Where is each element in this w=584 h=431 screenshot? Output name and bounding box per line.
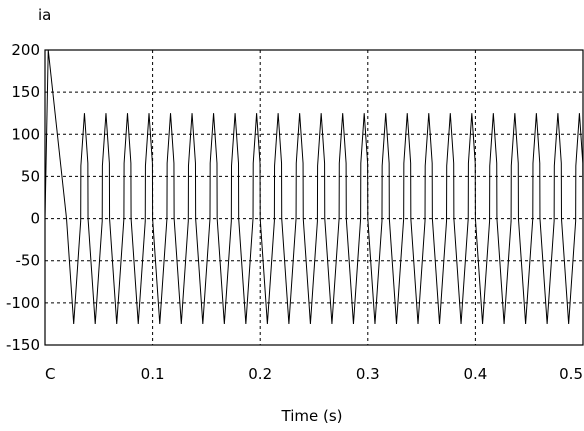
y-tick-label-5: -50 bbox=[16, 252, 41, 270]
plot-frame-rect bbox=[44, 49, 584, 346]
series-ia-line bbox=[44, 49, 584, 324]
x-axis-label: Time (s) bbox=[281, 407, 343, 425]
x-tick-label-3: 0.3 bbox=[356, 365, 380, 383]
y-tick-label-7: -150 bbox=[6, 336, 40, 354]
x-tick-label-0: C bbox=[45, 365, 55, 383]
y-tick-label-2: 100 bbox=[11, 125, 40, 143]
y-tick-label-4: 0 bbox=[30, 210, 40, 228]
x-tick-label-1: 0.1 bbox=[141, 365, 165, 383]
series-ia bbox=[44, 49, 584, 324]
x-tick-label-4: 0.4 bbox=[463, 365, 487, 383]
plot-frame bbox=[44, 49, 584, 346]
y-tick-label-0: 200 bbox=[11, 41, 40, 59]
x-tick-label-5: 0.5 bbox=[559, 365, 583, 383]
y-tick-label-3: 50 bbox=[21, 167, 40, 185]
y-tick-label-1: 150 bbox=[11, 83, 40, 101]
grid-lines bbox=[45, 50, 583, 345]
y-tick-label-6: -100 bbox=[6, 294, 40, 312]
x-tick-label-2: 0.2 bbox=[248, 365, 272, 383]
y-axis-label: ia bbox=[38, 6, 51, 24]
tick-labels: 200 150 100 50 0 -50 -100 -150 C 0.1 0.2 0.3 0.4 0.5 bbox=[6, 41, 583, 383]
